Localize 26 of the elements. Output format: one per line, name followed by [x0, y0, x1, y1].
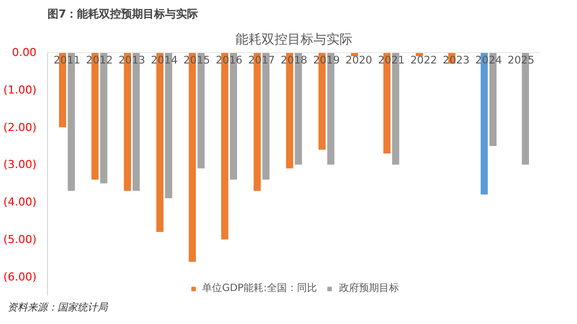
x-tick-label: 2024 — [475, 54, 502, 66]
x-tick-label: 2025 — [508, 54, 534, 66]
y-tick-label: (6.00) — [3, 270, 37, 284]
x-tick-label: 2015 — [183, 54, 210, 66]
text: 资料来源：国家统计局 — [8, 302, 108, 314]
y-tick-label: (2.00) — [3, 120, 37, 134]
legend-label: 单位GDP能耗:全国：同比 — [202, 282, 317, 295]
x-tick-label: 2016 — [216, 54, 243, 66]
x-tick-label: 2012 — [86, 54, 113, 66]
x-tick-label: 2014 — [150, 54, 178, 66]
chart-title: 能耗双控目标与实际 — [236, 32, 352, 48]
legend-label: 政府预期目标 — [338, 282, 399, 295]
x-tick-label: 2013 — [118, 54, 146, 66]
y-tick-label: (4.00) — [3, 196, 37, 209]
y-tick-label: (5.00) — [3, 232, 37, 246]
x-tick-label: 2011 — [54, 54, 80, 66]
y-tick-label: 0.00 — [12, 46, 37, 59]
chart-subtitle: 图7：能耗双控预期目标与实际 — [48, 8, 198, 20]
x-tick-label: 2017 — [248, 54, 275, 66]
y-tick-label: (3.00) — [3, 158, 37, 172]
x-tick-label: 2020 — [346, 54, 372, 66]
x-tick-label: 2019 — [313, 54, 340, 66]
x-tick-label: 2018 — [280, 54, 308, 66]
x-tick-label: 2022 — [410, 54, 438, 66]
x-tick-label: 2021 — [378, 54, 405, 66]
y-tick-label: (1.00) — [3, 83, 37, 96]
